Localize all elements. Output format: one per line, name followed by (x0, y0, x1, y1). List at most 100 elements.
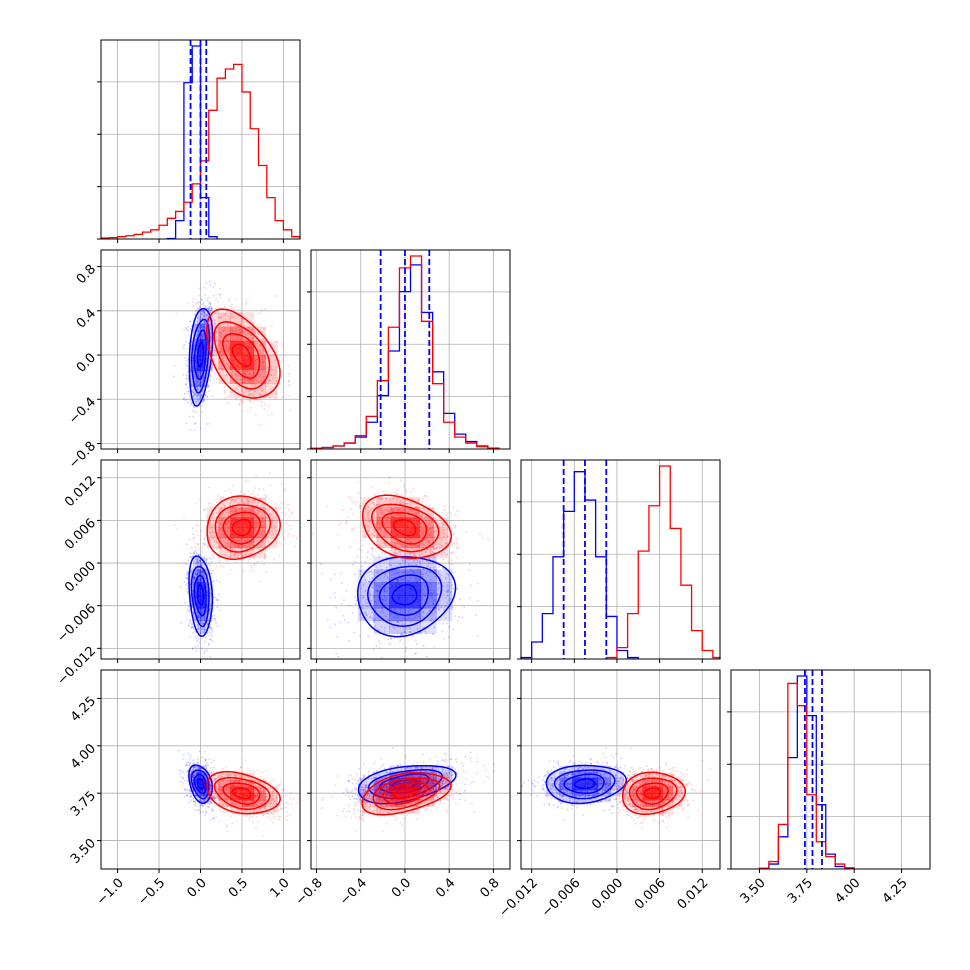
scatter-point (420, 515, 422, 518)
density-cell (390, 547, 406, 559)
scatter-point (455, 514, 457, 517)
scatter-point (258, 535, 260, 538)
scatter-point (383, 587, 386, 590)
scatter-point (353, 631, 356, 634)
scatter-point (198, 627, 201, 630)
scatter-point (283, 501, 285, 504)
scatter-point (372, 620, 375, 623)
scatter-point (266, 366, 269, 369)
scatter-point (210, 631, 212, 634)
scatter-point (189, 790, 192, 792)
scatter-point (194, 423, 196, 425)
scatter-point (390, 637, 393, 639)
scatter-point (190, 796, 193, 799)
scatter-point (173, 365, 176, 368)
scatter-point (354, 603, 357, 605)
scatter-point (200, 530, 203, 532)
scatter-point (287, 384, 290, 387)
scatter-point (280, 502, 283, 505)
scatter-point (214, 307, 217, 310)
scatter-point (340, 572, 342, 575)
scatter-point (388, 626, 391, 629)
scatter-point (351, 612, 354, 614)
scatter-point (476, 635, 479, 638)
scatter-point (349, 497, 352, 500)
scatter-point (202, 796, 205, 799)
scatter-point (189, 792, 192, 795)
scatter-point (193, 553, 195, 556)
scatter-point (186, 771, 188, 773)
histogram-step-series-1 (758, 682, 855, 869)
scatter-point (321, 572, 324, 575)
scatter-point (382, 535, 385, 538)
scatter-point (394, 549, 396, 551)
scatter-point (362, 595, 365, 598)
scatter-point (443, 523, 446, 526)
scatter-point (392, 497, 395, 500)
scatter-point (287, 380, 290, 383)
scatter-point (365, 512, 368, 515)
scatter-point (425, 655, 428, 658)
scatter-point (212, 809, 215, 812)
scatter-point (446, 622, 449, 625)
scatter-point (186, 390, 189, 393)
scatter-point (406, 618, 408, 621)
scatter-point (376, 590, 379, 593)
scatter-point (209, 520, 212, 523)
scatter-point (371, 563, 374, 566)
scatter-point (426, 565, 429, 568)
scatter-point (415, 614, 418, 617)
scatter-point (405, 633, 408, 636)
scatter-point (198, 393, 201, 396)
scatter-point (369, 580, 372, 583)
scatter-point (219, 538, 222, 541)
scatter-point (251, 338, 254, 341)
scatter-point (373, 534, 376, 537)
scatter-point (216, 606, 219, 609)
scatter-point (207, 366, 210, 369)
scatter-point (208, 634, 211, 637)
scatter-point (202, 310, 205, 312)
scatter-point (268, 513, 271, 516)
scatter-point (227, 573, 230, 576)
scatter-point (221, 369, 224, 372)
scatter-point (190, 799, 192, 801)
scatter-point (191, 626, 194, 629)
scatter-point (203, 311, 206, 314)
scatter-point (272, 377, 275, 380)
scatter-point (185, 583, 187, 586)
scatter-point (203, 321, 206, 323)
scatter-point (197, 354, 200, 357)
scatter-point (231, 507, 234, 509)
scatter-point (254, 511, 257, 514)
contour-level-0-series-1 (392, 519, 417, 537)
scatter-point (218, 360, 221, 363)
scatter-point (425, 632, 428, 635)
density-cell (420, 556, 437, 570)
scatter-point (195, 382, 197, 385)
scatter-point (217, 338, 220, 341)
scatter-point (413, 558, 415, 561)
scatter-point (378, 640, 380, 642)
scatter-point (456, 588, 459, 591)
scatter-point (240, 322, 242, 325)
scatter-point (186, 590, 189, 593)
scatter-point (231, 315, 233, 318)
scatter-point (189, 609, 192, 612)
scatter-point (230, 510, 232, 513)
scatter-point (339, 521, 342, 524)
scatter-point (436, 593, 439, 596)
scatter-point (448, 597, 451, 600)
scatter-point (208, 607, 211, 610)
scatter-point (236, 373, 239, 376)
scatter-point (398, 542, 400, 544)
scatter-point (400, 578, 403, 581)
scatter-point (429, 610, 431, 613)
scatter-point (388, 510, 391, 513)
scatter-point (450, 551, 453, 554)
scatter-point (371, 486, 374, 489)
scatter-point (184, 577, 187, 579)
scatter-point (199, 315, 201, 317)
density-cell (193, 386, 198, 403)
scatter-point (438, 572, 440, 575)
